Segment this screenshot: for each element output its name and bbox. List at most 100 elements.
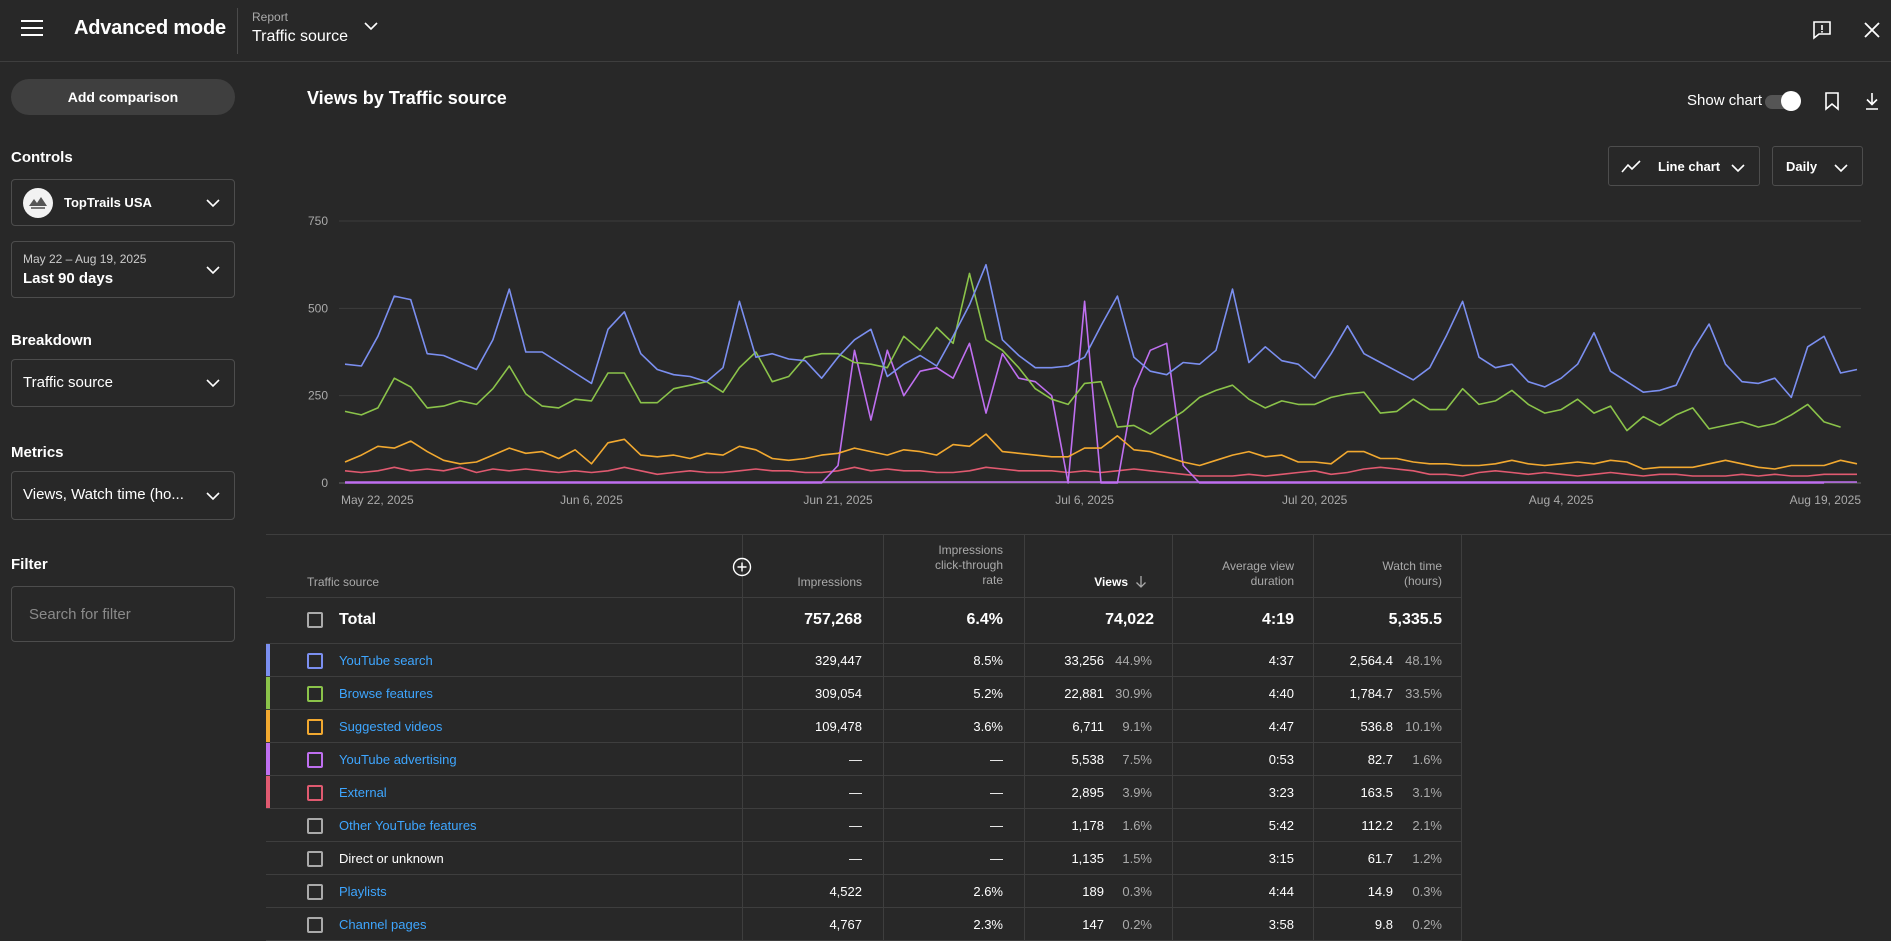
avg-duration-value: 5:42 [1268,818,1294,833]
chart-type-selector[interactable]: Line chart [1608,146,1760,186]
hamburger-menu-icon[interactable] [21,20,43,38]
chevron-down-icon [1834,164,1848,173]
period-label: Daily [1786,159,1818,174]
row-checkbox[interactable] [307,686,323,702]
impressions-value: 309,054 [815,686,862,701]
feedback-icon[interactable] [1812,20,1832,40]
column-divider [883,534,884,941]
views-value: 1,178 [1071,818,1104,833]
watch-time-value: 14.9 [1367,884,1393,899]
period-selector[interactable]: Daily [1772,146,1863,186]
watch-time-percent: 1.2% [1412,851,1442,866]
bookmark-icon[interactable] [1824,91,1840,111]
chart-title: Views by Traffic source [307,88,507,108]
ctr-value: 3.6% [973,719,1003,734]
avg-duration-value: 3:23 [1268,785,1294,800]
watch-time-percent: 2.1% [1412,818,1442,833]
views-value: 6,711 [1072,719,1104,734]
views-percent: 1.5% [1122,851,1152,866]
header-ctr-line: rate [982,573,1003,587]
header-watch-line: Watch time [1382,559,1442,573]
total-ctr: 6.4% [966,611,1003,628]
row-checkbox[interactable] [307,917,323,933]
traffic-source-name[interactable]: Browse features [339,686,433,701]
sort-descending-icon[interactable] [1135,575,1147,589]
header-ctr-line: Impressions [938,543,1003,557]
watch-time-percent: 48.1% [1405,653,1442,668]
row-checkbox[interactable] [307,653,323,669]
header-views[interactable]: Views [1094,575,1128,589]
impressions-value: 4,767 [829,917,862,932]
add-column-icon[interactable] [732,557,752,577]
date-range-text: May 22 – Aug 19, 2025 [23,252,147,266]
row-checkbox[interactable] [307,818,323,834]
watch-time-percent: 1.6% [1412,752,1442,767]
ctr-value: 8.5% [973,653,1003,668]
channel-selector[interactable]: TopTrails USA [11,179,235,226]
row-checkbox[interactable] [307,884,323,900]
total-label: Total [339,611,377,628]
row-checkbox[interactable] [307,785,323,801]
header-impressions[interactable]: Impressions [797,575,862,589]
date-range-selector[interactable]: May 22 – Aug 19, 2025 Last 90 days [11,241,235,298]
download-icon[interactable] [1864,91,1880,111]
watch-time-value: 1,784.7 [1349,686,1393,701]
chevron-down-icon [1731,164,1745,173]
impressions-value: — [849,752,862,767]
watch-time-value: 112.2 [1361,818,1393,833]
column-divider [1172,534,1173,941]
watch-time-value: 61.7 [1367,851,1393,866]
breakdown-heading: Breakdown [11,332,92,349]
close-icon[interactable] [1862,20,1882,40]
x-tick-label: Jun 6, 2025 [560,493,623,507]
traffic-source-name[interactable]: Playlists [339,884,387,899]
traffic-source-name[interactable]: Channel pages [339,917,427,932]
header-ctr-line: click-through [934,558,1003,572]
views-percent: 3.9% [1122,785,1152,800]
impressions-value: — [849,851,862,866]
traffic-source-name[interactable]: YouTube search [339,653,433,668]
chevron-down-icon[interactable] [364,21,378,31]
traffic-source-table: Traffic source Impressions Impressions c… [266,534,1891,941]
traffic-source-name: Direct or unknown [339,851,444,866]
header-average-view-duration[interactable]: Average view duration [1172,559,1294,589]
avg-duration-value: 4:44 [1268,884,1294,899]
row-checkbox[interactable] [307,719,323,735]
add-comparison-button[interactable]: Add comparison [11,79,235,115]
table-row: Channel pages 4,767 2.3% 147 0.2% 3:58 9.8 0.2% [266,908,1462,941]
avg-duration-value: 4:37 [1268,653,1294,668]
table-top-divider [266,534,1891,535]
traffic-source-name[interactable]: Suggested videos [339,719,443,734]
column-divider [742,534,743,941]
show-chart-toggle[interactable] [1765,91,1801,111]
watch-time-percent: 0.2% [1412,917,1442,932]
traffic-source-name[interactable]: External [339,785,387,800]
filter-search-input[interactable] [11,586,235,642]
series-color-bar [266,908,270,940]
total-checkbox[interactable] [307,612,323,628]
total-views: 74,022 [1105,611,1154,628]
traffic-source-name[interactable]: Other YouTube features [339,818,477,833]
row-checkbox[interactable] [307,851,323,867]
metrics-heading: Metrics [11,444,64,461]
traffic-source-name[interactable]: YouTube advertising [339,752,457,767]
avg-duration-value: 4:40 [1268,686,1294,701]
chevron-down-icon [206,265,220,274]
header-watch-time[interactable]: Watch time (hours) [1313,559,1442,589]
header-ctr[interactable]: Impressions click-through rate [883,543,1003,588]
header-traffic-source[interactable]: Traffic source [307,575,380,589]
series-color-bar [266,776,270,808]
report-selector[interactable]: Traffic source [252,28,349,45]
row-checkbox[interactable] [307,752,323,768]
avg-duration-value: 0:53 [1268,752,1294,767]
breakdown-selector[interactable]: Traffic source [11,359,235,407]
avg-duration-value: 4:47 [1268,719,1294,734]
metrics-selector[interactable]: Views, Watch time (ho... [11,471,235,520]
series-color-bar [266,809,270,841]
table-row: Suggested videos 109,478 3.6% 6,711 9.1% 4:47… [266,710,1462,743]
y-tick-label: 750 [308,214,328,228]
total-row: Total 757,268 6.4% 74,022 4:19 5,335.5 [266,597,1462,644]
table-row: YouTube search 329,447 8.5% 33,256 44.9% 4:37… [266,644,1462,677]
table-row: Browse features 309,054 5.2% 22,881 30.9% 4:4… [266,677,1462,710]
y-tick-label: 500 [308,301,328,315]
